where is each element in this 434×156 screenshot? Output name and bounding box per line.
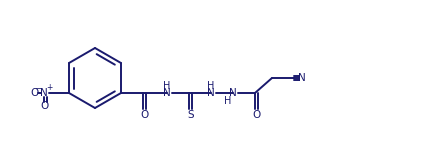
Text: O: O [140,110,148,120]
Text: O: O [40,101,48,111]
Text: N: N [229,88,237,98]
Text: H: H [207,81,215,91]
Text: H: H [224,96,232,106]
Text: O: O [30,88,38,98]
Text: N: N [163,88,171,98]
Text: N: N [40,88,48,98]
Text: O: O [252,110,260,120]
Text: S: S [187,110,194,120]
Text: +: + [46,83,52,93]
Text: H: H [163,81,171,91]
Text: N: N [298,73,306,83]
Text: −: − [34,83,42,93]
Text: N: N [207,88,215,98]
